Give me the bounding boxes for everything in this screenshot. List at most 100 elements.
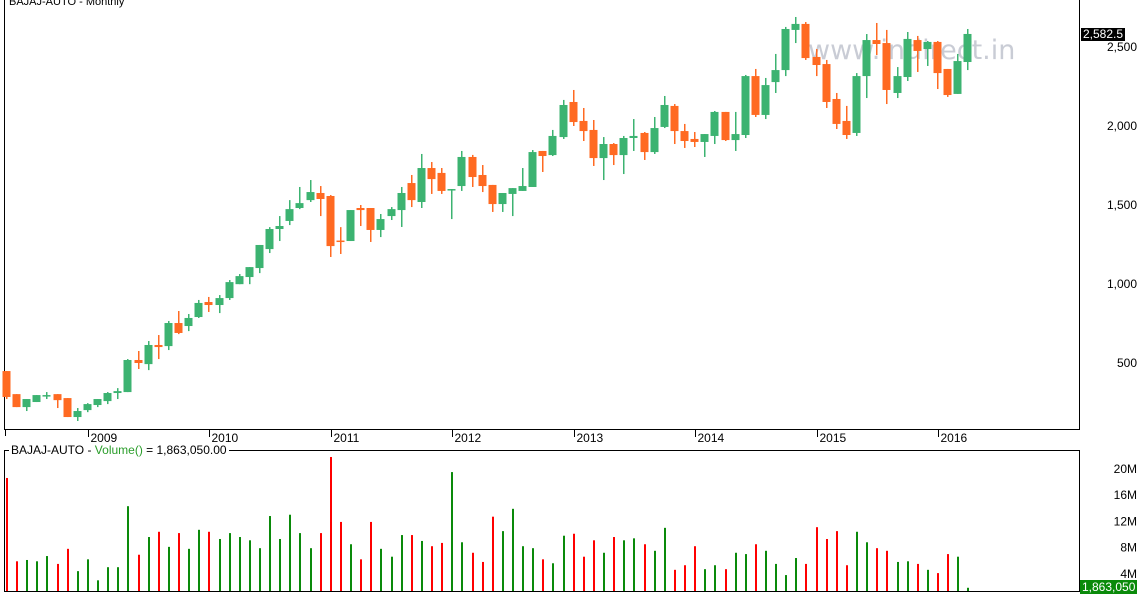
candle (609, 143, 618, 166)
candle-body (548, 135, 557, 156)
volume-bar (441, 542, 443, 591)
volume-bar (552, 563, 554, 591)
price-tick-label: 2,000 (1107, 119, 1137, 133)
candle (326, 195, 335, 257)
volume-bar (208, 531, 210, 591)
candle (63, 398, 72, 418)
candle-body (650, 128, 659, 153)
volume-bar (573, 533, 575, 591)
volume-bar (330, 456, 332, 591)
volume-bar (755, 544, 757, 591)
candle (468, 154, 477, 187)
candle (953, 53, 962, 94)
volume-bar (219, 538, 221, 591)
volume-bar (502, 531, 504, 591)
candle (204, 296, 213, 312)
volume-bar (340, 521, 342, 591)
candle (751, 68, 760, 117)
candle-body (123, 359, 132, 393)
volume-bar (391, 556, 393, 591)
time-tick-label: 2013 (577, 431, 604, 445)
candle-body (366, 208, 375, 230)
time-tick-label: 2011 (334, 431, 360, 445)
volume-bar (613, 537, 615, 591)
candle (903, 31, 912, 81)
candle (123, 359, 132, 393)
volume-bar (775, 563, 777, 591)
volume-bar (229, 533, 231, 591)
candle-body (336, 240, 345, 243)
last-volume-badge: 1,863,050 (1080, 580, 1138, 594)
volume-bar (745, 554, 747, 591)
candle (93, 399, 102, 408)
candle-body (113, 391, 122, 394)
candle (559, 99, 568, 139)
candle (801, 22, 810, 60)
candle-wick (542, 150, 544, 172)
volume-bar (654, 550, 656, 591)
volume-bar (897, 561, 899, 591)
candle-body (154, 344, 163, 348)
candle-body (204, 302, 213, 306)
candle (781, 26, 790, 77)
volume-bar (67, 548, 69, 591)
candle (164, 320, 173, 351)
candle (32, 395, 41, 403)
candle (103, 392, 112, 405)
candle-body (468, 156, 477, 178)
volume-bar (917, 563, 919, 591)
candle-body (893, 76, 902, 93)
time-tick-label: 2012 (455, 431, 482, 445)
candle (2, 371, 11, 400)
volume-bar (644, 544, 646, 591)
candle-body (103, 393, 112, 402)
candle-body (457, 156, 466, 187)
candle-wick (299, 186, 301, 210)
candle (53, 394, 62, 409)
candle-body (640, 132, 649, 153)
volume-bar (735, 552, 737, 591)
candle-body (407, 183, 416, 201)
volume-bar (57, 563, 59, 591)
candle (569, 89, 578, 126)
volume-tick-label: 12M (1114, 514, 1137, 528)
volume-bar (279, 538, 281, 591)
candle-body (93, 399, 102, 406)
candle (387, 207, 396, 221)
volume-bar (785, 575, 787, 591)
candle (376, 214, 385, 238)
volume-bar (886, 550, 888, 591)
candle (842, 105, 851, 139)
candle-body (872, 40, 881, 44)
candle-body (569, 101, 578, 123)
price-pane-title: BAJAJ-AUTO - Monthly (9, 0, 124, 8)
time-axis: 2009 2010 2011 2012 2013 2014 2015 2016 (88, 430, 968, 445)
candle (640, 132, 649, 160)
watermark: www.indirect.in (808, 35, 1015, 66)
volume-bar (289, 514, 291, 591)
candle (417, 153, 426, 209)
candle (589, 119, 598, 166)
candle (275, 216, 284, 242)
candle-body (680, 131, 689, 142)
volume-bar (168, 546, 170, 591)
candle (73, 408, 82, 421)
candle (306, 180, 315, 202)
candle (690, 132, 699, 148)
candle-body (275, 226, 284, 230)
candle-wick (451, 189, 453, 220)
volume-bar (107, 567, 109, 591)
candle-body (791, 23, 800, 30)
candle-body (478, 174, 487, 187)
candle-body (589, 129, 598, 159)
candle (427, 162, 436, 194)
volume-bar (360, 559, 362, 591)
volume-bar (826, 538, 828, 591)
candle (528, 150, 537, 187)
price-tick-label: 2,500 (1107, 40, 1137, 54)
candle (670, 104, 679, 145)
candle-body (63, 398, 72, 418)
volume-bar (350, 544, 352, 591)
volume-bar (239, 537, 241, 591)
volume-bar (927, 569, 929, 591)
